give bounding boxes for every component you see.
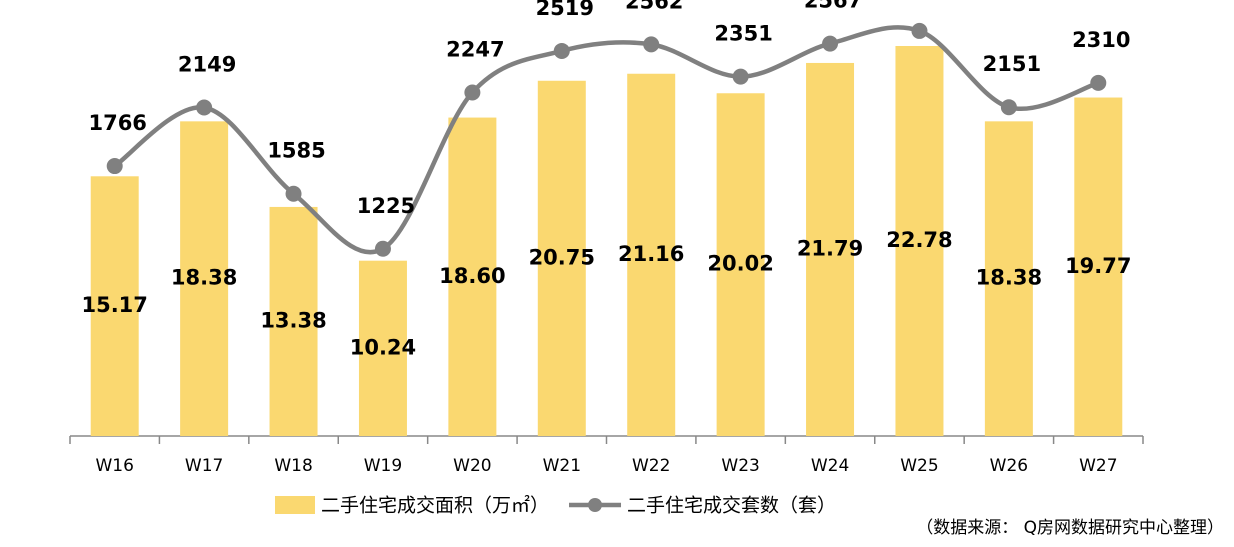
x-tick-label: W16 [95, 456, 133, 476]
x-tick-label: W17 [185, 456, 223, 476]
x-tick-label: W27 [1079, 456, 1117, 476]
line-value-label: 1225 [357, 194, 415, 218]
source-note: （数据来源： Q房网数据研究中心整理） [916, 518, 1224, 538]
line-value-label: 2567 [804, 0, 862, 13]
line-value-label: 2562 [625, 0, 683, 13]
bar [448, 117, 497, 437]
line-marker [1000, 99, 1017, 116]
legend-label: 二手住宅成交套数（套） [627, 495, 836, 517]
bar [1074, 97, 1123, 436]
line [113, 25, 1100, 255]
x-tick-label: W22 [632, 456, 670, 476]
line-marker [822, 35, 839, 52]
line-marker [285, 185, 302, 202]
x-tick-label: W19 [364, 456, 402, 476]
line-marker [196, 99, 213, 116]
bar-value-label: 19.77 [1065, 254, 1131, 278]
x-tick-label: W18 [274, 456, 312, 476]
bar-value-label: 20.02 [707, 252, 773, 276]
x-tick-label: W26 [990, 456, 1028, 476]
bar [984, 121, 1033, 436]
bar [716, 93, 765, 436]
bar-value-label: 18.38 [171, 266, 237, 290]
bar-value-label: 18.60 [439, 264, 505, 288]
bar [895, 46, 944, 436]
legend-swatch [275, 496, 315, 514]
line-value-label: 2247 [446, 38, 504, 62]
bar-value-label: 18.38 [976, 266, 1042, 290]
bar-value-label: 21.79 [797, 236, 863, 260]
line-marker [106, 158, 123, 175]
bar [90, 176, 139, 436]
line-value-label: 2151 [983, 52, 1041, 76]
line-marker [464, 84, 481, 101]
legend-label: 二手住宅成交面积（万㎡） [321, 494, 549, 517]
line-value-label: 2310 [1072, 28, 1130, 52]
x-tick-label: W25 [900, 456, 938, 476]
line-marker [643, 36, 660, 53]
x-tick-label: W24 [811, 456, 849, 476]
x-tick-label: W23 [721, 456, 759, 476]
line-marker [374, 240, 391, 257]
line-marker [1090, 74, 1107, 91]
bar-value-label: 10.24 [350, 335, 416, 359]
bar-value-label: 15.17 [81, 293, 147, 317]
bar-value-label: 22.78 [886, 228, 952, 252]
line-marker [911, 22, 928, 39]
bar-value-label: 13.38 [260, 308, 326, 332]
line-value-label: 2351 [714, 22, 772, 46]
bar [806, 62, 855, 436]
line-value-label: 1766 [88, 111, 146, 135]
bar [180, 121, 229, 436]
x-tick-label: W21 [543, 456, 581, 476]
line-value-label: 2149 [178, 53, 236, 77]
bar-value-label: 20.75 [529, 245, 595, 269]
line-marker [553, 42, 570, 59]
line-value-label: 2519 [536, 0, 594, 20]
bar [269, 206, 318, 436]
line-value-label: 1585 [267, 139, 325, 163]
bar-value-label: 21.16 [618, 242, 684, 266]
bar [537, 80, 586, 436]
bar [358, 260, 407, 436]
line-marker [732, 68, 749, 85]
bar [627, 73, 676, 437]
x-tick-label: W20 [453, 456, 491, 476]
legend-swatch-marker [588, 498, 603, 512]
